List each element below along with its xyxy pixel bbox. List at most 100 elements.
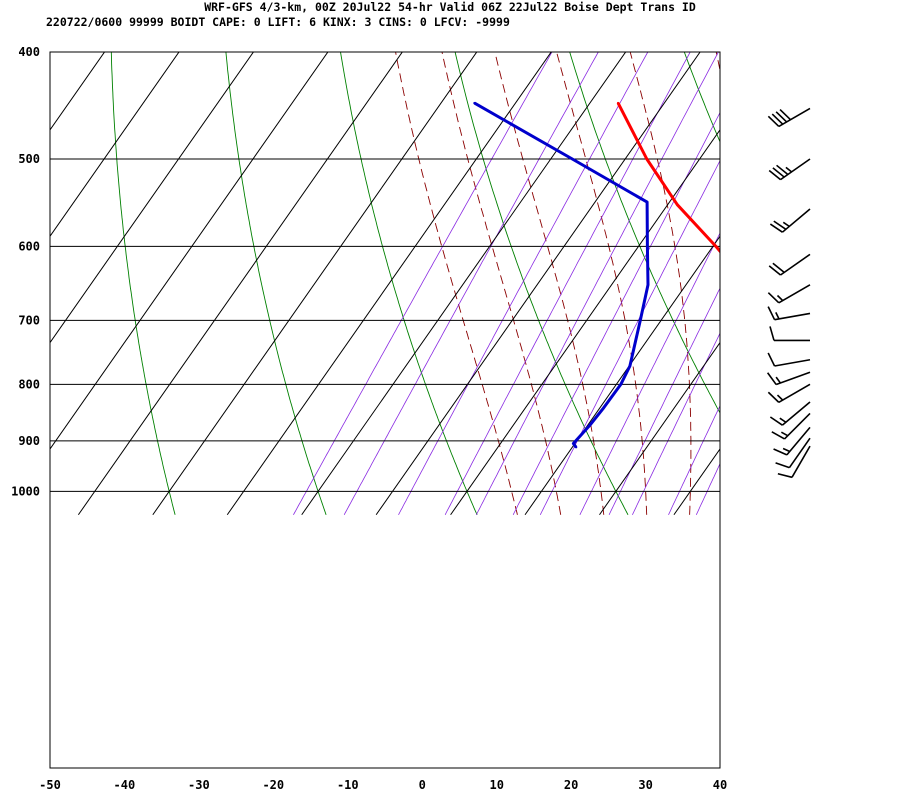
mixing-ratio-line [608, 287, 720, 515]
wind-barb-half-feather [776, 394, 784, 401]
wind-barb-full-feather [767, 292, 780, 304]
wind-barb-staff [778, 107, 811, 128]
wind-barb-half-feather [776, 294, 784, 302]
temperature-tick-label: 40 [713, 778, 727, 792]
dewpoint-point [628, 364, 632, 368]
mixing-ratio-line [790, 27, 900, 514]
wind-barb-full-feather [775, 111, 788, 123]
isotherm-line [375, 52, 701, 516]
wind-barb-full-feather [769, 416, 783, 426]
dewpoint-point [602, 406, 605, 409]
mixing-ratio-line [293, 52, 553, 515]
wind-barb-staff [781, 401, 811, 426]
wind-barb-staff [786, 426, 811, 456]
dry-adiabat [788, 27, 900, 514]
pressure-axis: 400 500 600 700 800 900 1000 [11, 45, 40, 498]
wind-barb-full-feather [766, 372, 777, 386]
mixing-ratio-line [863, 27, 900, 514]
temperature-tick-label: -50 [39, 778, 61, 792]
sounding-profiles [473, 101, 899, 449]
mixing-ratio-line [579, 232, 720, 515]
dewpoint-point [589, 423, 592, 426]
wind-barb-half-feather [775, 376, 782, 384]
wind-barb-half-feather [785, 166, 793, 173]
dewpoint-point [645, 200, 649, 204]
pressure-tick-label: 500 [18, 152, 40, 166]
pressure-tick-label: 600 [18, 239, 40, 253]
wind-barb-full-feather [767, 391, 780, 403]
wind-barb [775, 437, 811, 469]
wind-barb [767, 306, 811, 321]
dewpoint-point [572, 442, 575, 445]
wind-barb-full-feather [772, 262, 785, 274]
wind-barb-full-feather [767, 115, 780, 128]
wind-barb-full-feather [769, 326, 775, 341]
grid [50, 52, 720, 516]
moist-adiabat [395, 52, 518, 515]
isotherm-line [301, 52, 627, 516]
wind-barb-staff [781, 208, 811, 233]
wind-barb-half-feather [782, 221, 790, 228]
wind-barb-full-feather [771, 431, 785, 440]
temperature-tick-label: -20 [262, 778, 284, 792]
wind-barb [777, 445, 811, 479]
temperature-tick-label: 0 [419, 778, 426, 792]
mixing-ratio-line [444, 52, 691, 515]
isotherm-line [152, 52, 478, 516]
dewpoint-point [571, 157, 574, 161]
isotherm-line [50, 52, 180, 238]
temperature-axis: -50 -40 -30 -20 -10 0 10 20 30 40 [39, 778, 727, 792]
dewpoint-profile-line [473, 101, 650, 449]
temperature-point [645, 157, 648, 161]
wind-barb-half-feather [779, 417, 787, 423]
wind-barb-staff [780, 253, 811, 276]
wind-barb-staff [783, 412, 811, 440]
mixing-ratio-line [729, 27, 900, 514]
wind-barb-half-feather [775, 312, 780, 320]
wind-barb-full-feather [773, 220, 787, 230]
dewpoint-point [639, 319, 642, 322]
wind-barb-full-feather [767, 352, 776, 367]
wind-barb-full-feather [779, 109, 792, 121]
pressure-tick-label: 900 [18, 434, 40, 448]
dry-adiabat [110, 52, 176, 515]
temperature-point [859, 395, 861, 397]
mixing-ratio-line [512, 111, 720, 515]
isotherm-line [77, 52, 403, 516]
wind-barb [767, 352, 811, 367]
mixing-ratio-line [475, 52, 719, 515]
temperature-point [616, 101, 620, 105]
temperature-profile-line [616, 102, 720, 254]
temperature-point [676, 203, 679, 206]
moist-adiabat [715, 52, 720, 73]
wind-barb [771, 412, 811, 440]
wind-barb-full-feather [772, 167, 785, 178]
dewpoint-point [646, 283, 650, 286]
wind-barb-staff [780, 158, 811, 181]
wind-barb-half-feather [782, 447, 791, 453]
wind-barb-full-feather [775, 462, 790, 469]
moist-adiabat [556, 52, 648, 515]
mixing-ratio-line [343, 52, 599, 515]
wind-barb [769, 326, 810, 342]
dewpoint-point [473, 101, 476, 105]
wind-barb-staff [791, 445, 811, 478]
pressure-tick-label: 400 [18, 45, 40, 59]
dewpoint-point [574, 446, 578, 449]
wind-barb-staff [778, 284, 811, 304]
isotherm-line [50, 52, 106, 131]
plot-frame [49, 51, 721, 769]
moist-adiabat [863, 27, 900, 514]
moist-adiabat [629, 52, 692, 515]
mixing-ratio-line [398, 52, 649, 515]
mixing-ratio-line [831, 27, 900, 514]
dewpoint-point [646, 245, 649, 248]
wind-barb-staff [778, 383, 811, 404]
mixing-ratio-line [539, 159, 720, 515]
pressure-tick-label: 1000 [11, 484, 40, 498]
temperature-point [747, 284, 749, 286]
temperature-point [897, 440, 899, 442]
wind-barb-full-feather [771, 113, 784, 125]
wind-barb-full-feather [768, 169, 782, 181]
